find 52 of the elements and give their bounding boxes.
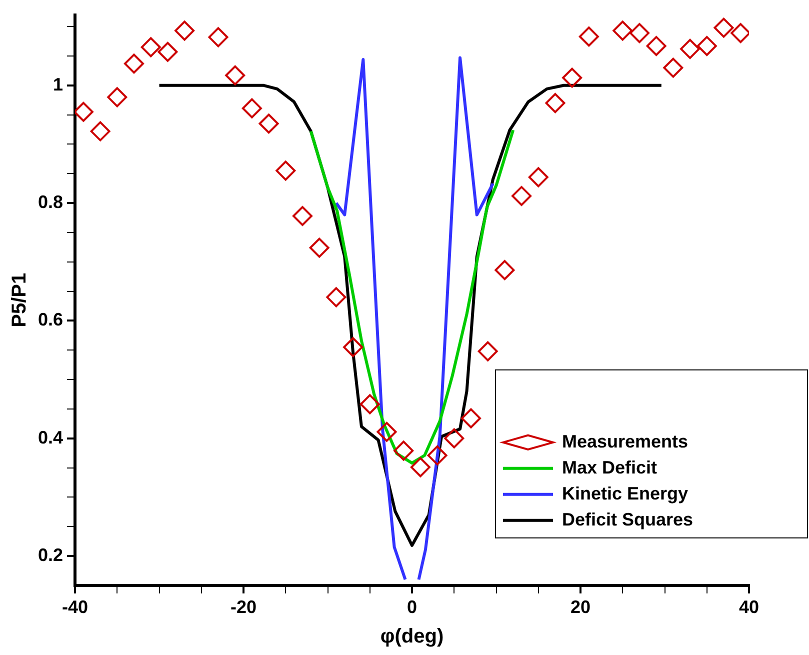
point: [276, 160, 296, 181]
point: [292, 206, 312, 226]
x-tick-label: -40: [62, 597, 88, 618]
point: [663, 58, 684, 78]
point: [258, 114, 279, 134]
y-tick-label: 0.6: [38, 310, 64, 330]
point: [612, 20, 633, 41]
point: [326, 287, 346, 308]
y-tick-label: 0.2: [38, 544, 64, 565]
point: [394, 440, 414, 461]
point: [158, 42, 178, 62]
point: [460, 408, 481, 428]
x-tick-label: 0: [407, 597, 418, 618]
point: [528, 167, 548, 188]
y-tick-label: 1: [53, 74, 64, 94]
point: [90, 121, 110, 142]
x-tick-label: -20: [230, 597, 257, 618]
y-tick-label: 0.4: [38, 427, 64, 448]
x-tick-label: 20: [570, 597, 591, 618]
point: [444, 428, 464, 448]
point: [174, 20, 195, 41]
legend-label: Deficit Squares: [562, 509, 694, 530]
point: [107, 87, 128, 108]
x-tick-label: 40: [738, 597, 760, 618]
point: [225, 65, 246, 86]
point: [578, 26, 599, 47]
point: [309, 238, 330, 258]
point: [360, 394, 380, 414]
point: [427, 445, 448, 466]
legend-label: Measurements: [562, 431, 688, 452]
legend-label: Max Deficit: [562, 457, 658, 478]
y-axis-title: P5/P1: [8, 272, 31, 328]
point: [208, 27, 228, 48]
point: [545, 93, 566, 114]
legend-label: Kinetic Energy: [562, 483, 688, 504]
point: [512, 186, 532, 206]
point: [696, 36, 717, 56]
point: [478, 341, 498, 362]
point: [376, 422, 397, 442]
point: [562, 68, 582, 88]
point: [494, 260, 515, 280]
point: [140, 37, 161, 58]
point: [629, 23, 650, 44]
point: [124, 54, 144, 74]
y-tick-label: 0.8: [38, 192, 64, 212]
point: [343, 337, 364, 358]
point: [242, 98, 262, 118]
point: [410, 457, 430, 478]
point: [680, 38, 700, 59]
x-axis-title: φ(deg): [380, 626, 444, 648]
point: [714, 18, 734, 38]
point: [646, 36, 666, 56]
